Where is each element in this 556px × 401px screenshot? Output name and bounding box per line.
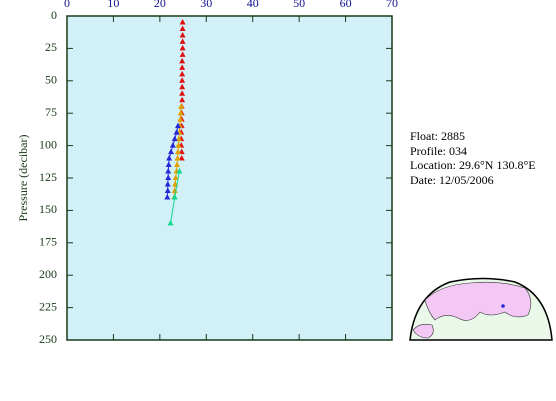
y-tick-label: 225 (39, 299, 57, 313)
profile-point (164, 180, 171, 187)
y-axis-label: Pressure (decibar) (16, 135, 30, 222)
profile-point (168, 148, 174, 155)
profile-point (164, 187, 171, 193)
profile-point (171, 135, 178, 142)
profile-point (171, 193, 178, 200)
info-profile: Profile: 034 (410, 144, 467, 158)
info-location: Location: 29.6°N 130.8°E (410, 158, 536, 172)
x-tick-label: 10 (107, 0, 119, 10)
profile-point (178, 103, 185, 109)
profile-point (167, 219, 174, 226)
y-tick-label: 150 (39, 202, 57, 216)
profile-point (178, 155, 185, 161)
profile-point (177, 109, 184, 116)
x-tick-label: 40 (247, 0, 259, 10)
profile-point (174, 148, 181, 155)
profile-point (164, 193, 171, 200)
info-float: Float: 2885 (410, 129, 465, 143)
profile-point (179, 44, 186, 51)
profile-point (179, 51, 186, 57)
profile-point (179, 64, 186, 70)
y-tick-label: 250 (39, 332, 57, 346)
profile-point (175, 135, 182, 142)
y-tick-label: 25 (45, 40, 57, 54)
profile-point (177, 116, 184, 122)
profile-point (179, 38, 186, 44)
profile-point (179, 90, 186, 96)
plot-area (66, 15, 393, 341)
info-date: Date: 12/05/2006 (410, 173, 494, 187)
x-tick-label: 60 (340, 0, 352, 10)
y-tick-label: 100 (39, 137, 57, 151)
profile-point (173, 129, 180, 135)
y-tick-label: 175 (39, 235, 57, 249)
profile-point (179, 18, 186, 25)
profile-point (174, 155, 181, 161)
profile-point (174, 161, 181, 168)
profile-point (165, 168, 172, 174)
profile-point (179, 57, 186, 64)
profile-point (165, 174, 172, 180)
x-tick-label: 50 (293, 0, 305, 10)
profile-point (179, 70, 186, 77)
x-tick-label: 30 (200, 0, 212, 10)
profile-point (179, 77, 186, 83)
profile-point (179, 31, 186, 38)
profile-point (174, 122, 181, 129)
y-tick-label: 50 (45, 73, 57, 87)
profile-point (165, 161, 172, 168)
profile-point (176, 168, 183, 174)
profile-point (169, 142, 176, 148)
profile-point (166, 155, 173, 161)
y-tick-label: 0 (51, 8, 57, 22)
profile-point (172, 174, 179, 180)
y-tick-label: 125 (39, 170, 57, 184)
profile-point (179, 96, 186, 103)
profile-point (175, 142, 182, 148)
profile-point (179, 25, 186, 31)
x-tick-label: 20 (154, 0, 166, 10)
x-tick-label: 0 (64, 0, 70, 10)
y-tick-label: 75 (45, 105, 57, 119)
x-tick-label: 70 (386, 0, 398, 10)
profile-point (179, 83, 186, 90)
location-map (409, 277, 553, 341)
y-tick-label: 200 (39, 267, 57, 281)
